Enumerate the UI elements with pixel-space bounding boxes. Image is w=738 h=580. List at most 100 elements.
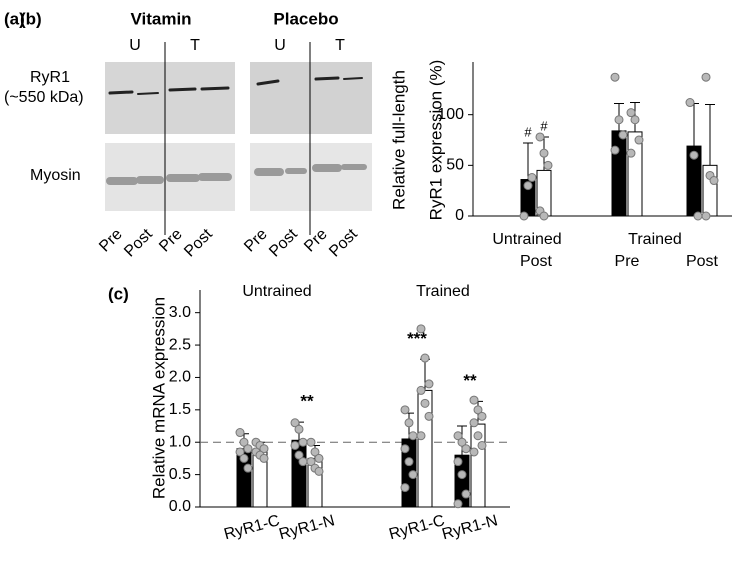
y-tick-label: 1.0 [169,433,191,450]
data-point [457,437,467,447]
data-point [310,447,320,457]
bar [611,130,627,217]
data-point [400,444,410,454]
data-point [630,115,640,125]
blots [105,42,372,235]
data-point [314,453,324,463]
bar [627,131,643,217]
y-axis-label: Relative mRNA expression [149,297,168,499]
data-point [243,444,253,454]
group-label: Trained [628,231,682,248]
lane-label: Post [266,225,301,260]
data-point [239,437,249,447]
lane-label: Post [326,225,361,260]
lane-label: Pre [156,226,186,256]
data-point [424,411,434,421]
data-point [416,324,426,334]
data-point [424,379,434,389]
group-label: Trained [416,283,470,300]
group-label: Untrained [242,283,311,300]
annotation: ** [463,371,477,390]
blot [105,62,235,134]
data-point [626,108,636,118]
data-point [543,160,553,170]
data-point [469,447,479,457]
data-point [243,463,253,473]
data-point [614,115,624,125]
subgroup-label: T [190,37,200,54]
data-point [523,181,533,191]
lane-label: Pre [241,226,271,256]
data-point [535,132,545,142]
data-point [453,499,463,509]
annotation: # [524,124,532,139]
data-point [477,440,487,450]
y-tick-label: 2.5 [169,336,191,353]
myosin-bands [106,164,367,185]
data-point [453,457,463,467]
data-point [709,176,719,186]
data-point [294,450,304,460]
data-point [235,447,245,457]
y-tick-label: 50 [446,157,464,174]
data-point [314,466,324,476]
data-point [519,211,529,221]
y-tick-label: 1.5 [169,401,191,418]
error-bar [689,103,699,147]
data-point [693,211,703,221]
bar [417,389,433,508]
data-point [634,135,644,145]
group-label: Untrained [492,231,561,248]
data-point [239,453,249,463]
data-point [469,418,479,428]
data-point [461,489,471,499]
group-label: Placebo [273,9,338,28]
panel-label: (c) [108,284,129,303]
data-point [701,72,711,82]
data-point [469,395,479,405]
data-point [473,405,483,415]
blot [250,62,372,134]
y-tick-label: 3.0 [169,304,191,321]
data-point [477,411,487,421]
data-point [298,457,308,467]
data-point [290,440,300,450]
y-axis-label: RyR1 expression (%) [426,60,445,221]
row-label: Myosin [30,167,81,184]
data-point [400,483,410,493]
subgroup-label: U [274,37,286,54]
bar [291,439,307,508]
data-point [290,418,300,428]
y-tick-label: 2.0 [169,369,191,386]
subgroup-label: T [335,37,345,54]
error-bar [705,104,715,166]
data-point [610,72,620,82]
data-point [685,98,695,108]
x-tick-label: Pre [615,253,640,270]
data-point [420,353,430,363]
lane-label: Pre [301,226,331,256]
panel-label: (a) [4,9,25,28]
data-point [259,444,269,454]
blot [250,143,372,211]
data-point [539,211,549,221]
data-point [610,145,620,155]
lane-label: Pre [96,226,126,256]
y-tick-label: 0.5 [169,466,191,483]
data-point [457,470,467,480]
x-tick-label: Post [520,253,553,270]
data-point [306,457,316,467]
data-point [701,211,711,221]
y-tick-label: 0 [455,207,464,224]
y-axis-label: Relative full-length [389,70,408,210]
data-point [404,457,414,467]
x-tick-label: RyR1-C [222,512,281,543]
x-tick-label: RyR1-C [387,512,446,543]
data-point [461,444,471,454]
data-point [408,470,418,480]
x-tick-label: RyR1-N [277,512,336,543]
data-point [618,130,628,140]
data-point [408,431,418,441]
data-point [259,453,269,463]
